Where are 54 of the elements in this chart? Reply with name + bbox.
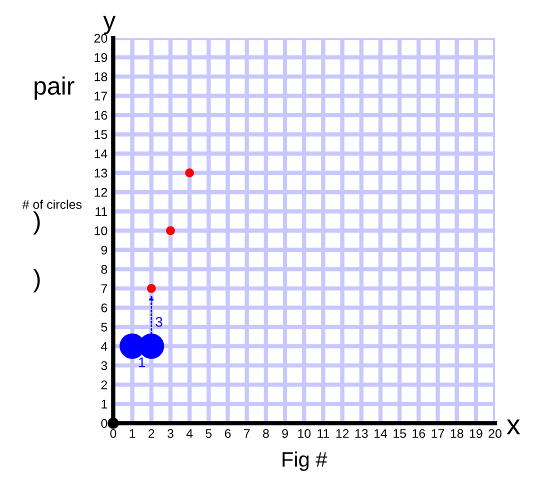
x-tick-label: 7 [244, 429, 250, 438]
y-tick-label: 2 [101, 380, 108, 390]
x-tick-label: 10 [298, 429, 311, 438]
x-tick-label: 9 [282, 429, 288, 438]
y-tick-label: 7 [101, 284, 108, 293]
y-tick-label: 14 [94, 150, 108, 158]
x-tick-label: 8 [263, 429, 269, 438]
x-tick-label: 11 [318, 429, 330, 438]
text: y [103, 16, 116, 34]
y-tick-label: 3 [101, 361, 108, 370]
x-tick-label: 14 [374, 429, 388, 438]
annotation: 3 [156, 316, 162, 327]
y-tick-label: 6 [101, 303, 108, 312]
x-tick-label: 12 [336, 429, 349, 438]
x-tick-label: 3 [167, 429, 174, 438]
x-tick-label: 17 [432, 429, 444, 438]
x-tick-label: 0 [110, 429, 116, 438]
y-tick-label: 19 [94, 53, 108, 62]
y-tick-label: 11 [96, 207, 108, 216]
x-tick-label: 2 [148, 429, 154, 438]
y-tick-label: 5 [101, 322, 108, 332]
y-tick-label: 0 [101, 418, 108, 428]
y-tick-label: 12 [94, 188, 108, 197]
x-tick-label: 16 [412, 429, 426, 438]
point [146, 284, 156, 293]
y-tick-label: 18 [94, 72, 108, 82]
y-tick-label: 10 [94, 226, 108, 236]
x-tick-label: 20 [488, 429, 502, 438]
x-tick-label: 1 [130, 429, 136, 438]
y-tick-label: 15 [94, 130, 108, 140]
y-tick-label: 1 [102, 400, 108, 408]
x-tick-label: 5 [206, 429, 212, 438]
y-tick-label: 9 [101, 246, 108, 255]
x-tick-label: 13 [355, 429, 368, 438]
y-tick-label: 13 [94, 168, 108, 178]
x-tick-label: 4 [186, 429, 193, 438]
y-axis-title: # of circles [22, 200, 82, 209]
text: ) [33, 211, 40, 235]
y-tick-label: 4 [100, 342, 108, 351]
text: x [506, 420, 520, 434]
text: pair [34, 76, 74, 100]
x-tick-label: 6 [224, 429, 231, 438]
x-tick-label: 15 [394, 429, 406, 438]
y-tick-label: 20 [94, 34, 108, 43]
x-axis-title: Fig # [282, 452, 328, 471]
y-tick-label: 16 [94, 110, 108, 120]
annotation: 1 [139, 358, 146, 368]
y-tick-label: 17 [94, 92, 108, 100]
y-tick-label: 8 [101, 264, 108, 274]
text: ) [33, 269, 40, 292]
x-tick-label: 19 [470, 429, 482, 438]
point [166, 226, 175, 236]
x-tick-label: 18 [450, 429, 464, 438]
point [185, 168, 194, 178]
